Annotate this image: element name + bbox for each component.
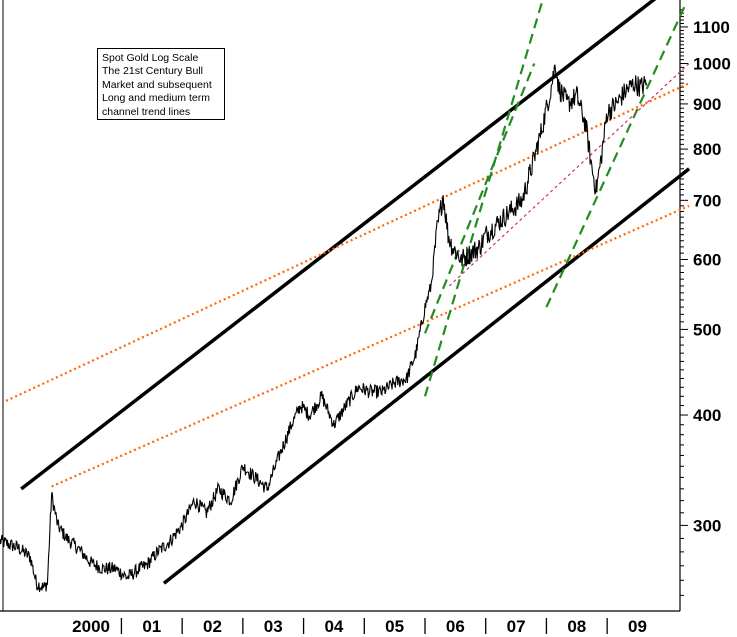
- price-line: [0, 64, 648, 593]
- trend-line-solid: [20, 0, 657, 491]
- annotation-line: channel trend lines: [102, 105, 191, 118]
- trend-line-dotted: [5, 82, 690, 402]
- trend-lines: [5, 0, 691, 585]
- annotation-box: Spot Gold Log Scale The 21st Century Bul…: [97, 48, 225, 120]
- x-tick-label: 06: [446, 617, 465, 636]
- y-tick-label: 900: [693, 95, 721, 114]
- x-axis-ticks: 2000 01 02 03 04 05 06 07 08 09: [72, 617, 647, 636]
- y-tick-label: 500: [693, 320, 721, 339]
- trend-line-dotted: [51, 204, 690, 488]
- y-tick-label: 800: [693, 140, 721, 159]
- x-tick-label: 05: [385, 617, 404, 636]
- y-axis-ticks: 300 400 500 600 700 800 900 1000 1100: [693, 18, 731, 535]
- y-tick-label: 1100: [693, 18, 730, 37]
- trend-line-dashed: [545, 2, 688, 308]
- y-tick-label: 600: [693, 250, 721, 269]
- trend-line-dashed: [423, 63, 536, 334]
- x-tick-label: 01: [142, 617, 161, 636]
- x-tick-label: 09: [628, 617, 647, 636]
- y-tick-label: 700: [693, 191, 721, 210]
- x-tick-label: 04: [324, 617, 343, 636]
- y-tick-label: 300: [693, 516, 721, 535]
- annotation-line: Long and medium term: [102, 92, 210, 105]
- x-tick-label: 2000: [72, 617, 110, 636]
- price-series: [0, 64, 648, 593]
- y-tick-label: 400: [693, 406, 721, 425]
- trend-line-dotted: [448, 63, 690, 287]
- plot-frame: [0, 0, 681, 612]
- annotation-line: The 21st Century Bull: [102, 65, 203, 78]
- trend-line-solid: [162, 167, 691, 585]
- y-tick-label: 1000: [693, 54, 731, 73]
- x-tick-label: 02: [203, 617, 222, 636]
- x-tick-label: 08: [567, 617, 586, 636]
- trend-line-dashed: [423, 0, 544, 397]
- annotation-line: Market and subsequent: [102, 78, 212, 91]
- x-tick-label: 03: [264, 617, 283, 636]
- x-tick-label: 07: [507, 617, 526, 636]
- minor-ticks: [680, 9, 688, 596]
- annotation-line: Spot Gold Log Scale: [102, 52, 199, 64]
